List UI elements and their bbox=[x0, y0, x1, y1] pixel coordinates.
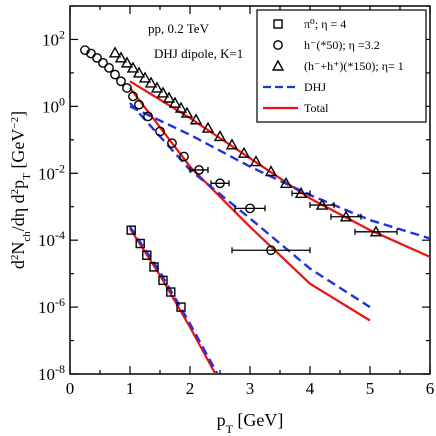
x-tick-label: 0 bbox=[66, 379, 75, 398]
annotation-model: DHJ dipole, K=1 bbox=[154, 46, 243, 61]
triangle-marker bbox=[294, 186, 308, 199]
dhj-curve bbox=[129, 226, 219, 374]
circle-marker bbox=[179, 151, 189, 162]
y-axis-label: d2Nch/dη d2pT [GeV−2] bbox=[8, 111, 33, 269]
y-tick-label: 10-8 bbox=[38, 362, 65, 384]
legend-label: π⁰; η = 4 bbox=[304, 17, 346, 31]
triangle-marker bbox=[180, 106, 194, 118]
triangle-marker bbox=[108, 46, 122, 58]
triangle-marker bbox=[225, 138, 239, 150]
triangle-marker bbox=[279, 176, 293, 189]
circle-marker bbox=[155, 126, 165, 137]
circle-marker bbox=[122, 83, 132, 93]
triangle-marker bbox=[315, 198, 329, 210]
y-tick-label: 10-2 bbox=[38, 161, 65, 183]
square-marker bbox=[135, 238, 145, 249]
y-tick-label: 102 bbox=[42, 27, 65, 49]
circle-marker bbox=[143, 111, 153, 122]
triangle-marker bbox=[132, 66, 146, 78]
triangle-marker bbox=[339, 210, 353, 222]
triangle-marker bbox=[138, 71, 152, 83]
triangle-marker bbox=[189, 113, 203, 125]
curves bbox=[129, 80, 430, 374]
square-marker bbox=[158, 275, 168, 286]
triangle-marker bbox=[162, 91, 176, 103]
triangle-marker bbox=[271, 59, 285, 71]
triangle-marker bbox=[249, 155, 263, 167]
total-curve bbox=[129, 87, 371, 322]
circle-marker bbox=[134, 99, 144, 110]
series-layer bbox=[80, 45, 430, 374]
triangle-marker bbox=[213, 130, 227, 142]
square-marker bbox=[149, 262, 159, 272]
square-marker bbox=[273, 19, 283, 29]
x-tick-label: 6 bbox=[426, 379, 435, 398]
circle-marker bbox=[98, 57, 108, 68]
triangle-marker bbox=[264, 165, 278, 177]
dhj-curve bbox=[129, 105, 430, 240]
x-tick-label: 3 bbox=[246, 379, 255, 398]
triangle-marker bbox=[126, 61, 140, 73]
triangle-marker bbox=[369, 225, 383, 237]
y-tick-label: 10-6 bbox=[38, 295, 65, 317]
x-tick-label: 1 bbox=[126, 379, 135, 398]
triangle-marker bbox=[150, 81, 164, 93]
y-tick-label: 10-4 bbox=[38, 228, 65, 250]
square-series bbox=[126, 225, 186, 312]
x-axis-label: pT [GeV] bbox=[217, 410, 284, 436]
triangle-marker bbox=[114, 51, 128, 63]
triangle-series bbox=[108, 46, 398, 237]
circle-marker bbox=[104, 62, 114, 73]
annotation-collision: pp, 0.2 TeV bbox=[148, 21, 210, 36]
legend-box bbox=[256, 9, 427, 123]
x-tick-label: 4 bbox=[306, 379, 315, 398]
x-tick-label: 2 bbox=[186, 379, 195, 398]
circle-marker bbox=[215, 178, 225, 189]
square-marker bbox=[126, 225, 136, 235]
circle-marker bbox=[266, 245, 276, 256]
tick-labels: 0 1 2 3 4 5 6 10-8 10-6 10-4 10-2 100 102 bbox=[38, 27, 434, 398]
square-marker bbox=[176, 302, 186, 312]
circle-series bbox=[80, 45, 311, 256]
circle-marker bbox=[128, 91, 138, 102]
circle-marker bbox=[273, 40, 283, 50]
circle-marker bbox=[167, 138, 177, 149]
x-tick-label: 5 bbox=[366, 379, 375, 398]
square-marker bbox=[166, 287, 176, 297]
legend: π⁰; η = 4 h⁻(*50); η =3.2 (h⁻+h⁺)(*150); η… bbox=[256, 9, 427, 123]
triangle-marker bbox=[174, 101, 188, 113]
circle-marker bbox=[245, 203, 255, 214]
legend-label: (h⁻+h⁺)(*150); η= 1 bbox=[304, 59, 404, 73]
triangle-marker bbox=[237, 146, 251, 158]
triangle-marker bbox=[156, 86, 170, 98]
triangle-marker bbox=[201, 121, 215, 133]
legend-label: DHJ bbox=[304, 80, 326, 94]
circle-marker bbox=[92, 52, 102, 63]
y-tick-label: 100 bbox=[42, 94, 65, 116]
circle-marker bbox=[116, 76, 126, 87]
circle-marker bbox=[110, 69, 120, 80]
circle-marker bbox=[194, 165, 204, 175]
legend-label: Total bbox=[304, 101, 329, 115]
triangle-marker bbox=[120, 56, 134, 68]
triangle-marker bbox=[168, 96, 182, 108]
triangle-marker bbox=[144, 76, 158, 88]
square-marker bbox=[142, 250, 152, 260]
legend-label: h⁻(*50); η =3.2 bbox=[304, 38, 380, 52]
